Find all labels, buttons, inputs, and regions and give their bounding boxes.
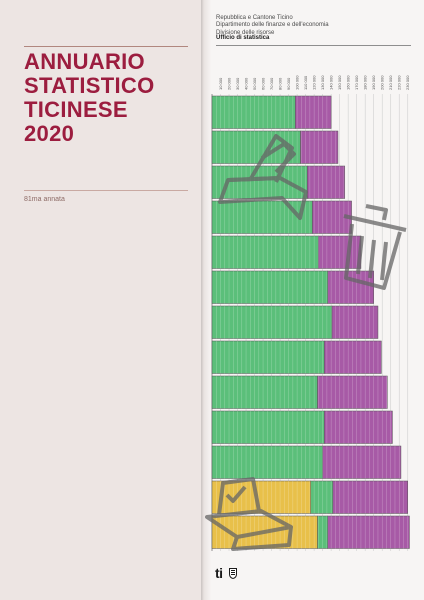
bar-segment-purple: [295, 95, 332, 129]
tick-label: 220 000: [397, 75, 402, 90]
bar-segment-purple: [327, 515, 410, 549]
office-name: Ufficio di statistica: [216, 35, 270, 41]
title-line: TICINESE: [24, 97, 128, 122]
ballot-box-icon: [218, 134, 308, 220]
tick-label: 150 000: [337, 75, 342, 90]
tick-label: 70 000: [269, 77, 274, 90]
canton-shield-icon: [229, 568, 237, 579]
publisher-header: Repubblica e Cantone Ticino Dipartimento…: [216, 15, 416, 37]
bar-segment-purple: [300, 130, 339, 164]
publisher-line: Divisione delle risorse: [216, 29, 275, 36]
tick-label: 170 000: [354, 75, 359, 90]
tick-label: 90 000: [286, 77, 291, 90]
tick-label: 100 000: [295, 75, 300, 90]
tick-label: 20 000: [227, 77, 232, 90]
bar-segment-purple: [307, 165, 346, 199]
tick-label: 110 000: [303, 75, 308, 90]
tick-label: 210 000: [388, 75, 393, 90]
trash-can-icon: [343, 204, 407, 290]
title-top-rule: [24, 46, 188, 47]
bar-segment-green: [211, 340, 325, 374]
title-line: ANNUARIO: [24, 49, 145, 74]
tick-label: 120 000: [312, 75, 317, 90]
tick-label: 140 000: [329, 75, 334, 90]
title-line: STATISTICO: [24, 73, 155, 98]
bar-segment-green: [211, 235, 319, 269]
header-rule: [216, 45, 411, 46]
ballot-box-icon: [205, 477, 293, 551]
tick-label: 230 000: [405, 75, 410, 90]
bar-segment-purple: [322, 445, 402, 479]
bar-segment-purple: [317, 375, 388, 409]
bar-segment-purple: [331, 305, 379, 339]
bar-segment-purple: [327, 270, 374, 304]
canton-logo: ti: [215, 565, 247, 581]
tick-label: 130 000: [320, 75, 325, 90]
tick-label: 30 000: [235, 77, 240, 90]
bar-segment-green: [211, 445, 323, 479]
edition-rule: [24, 190, 188, 191]
tick-label: 160 000: [346, 75, 351, 90]
chart-tick-labels: 10 000 20 000 30 000 40 000 50 000 60 000 70 0…: [218, 75, 410, 90]
tick-label: 40 000: [244, 77, 249, 90]
bar-segment-green: [211, 410, 325, 444]
tick-label: 190 000: [371, 75, 376, 90]
bar-segment-purple: [324, 410, 393, 444]
edition-label: 81ma annata: [24, 196, 65, 203]
tick-label: 10 000: [218, 77, 223, 90]
bar-segment-purple: [324, 340, 382, 374]
tick-label: 60 000: [261, 77, 266, 90]
logo-text: ti: [215, 565, 223, 581]
tick-label: 50 000: [252, 77, 257, 90]
bar-segment-green: [211, 95, 296, 129]
bar-segment-green: [211, 270, 328, 304]
cover-title: ANNUARIO STATISTICO TICINESE 2020: [24, 50, 199, 146]
bar-segment-purple: [318, 235, 362, 269]
bar-segment-purple: [332, 480, 408, 514]
book-spine: [201, 0, 211, 600]
tick-label: 180 000: [363, 75, 368, 90]
bar-segment-green: [211, 375, 318, 409]
tick-label: 80 000: [278, 77, 283, 90]
title-line: 2020: [24, 121, 75, 146]
cover-left-panel: ANNUARIO STATISTICO TICINESE 2020 81ma a…: [0, 0, 201, 600]
publisher-line: Dipartimento delle finanze e dell'econom…: [216, 22, 329, 29]
chart-overlay-icons: [205, 134, 407, 551]
tick-label: 200 000: [380, 75, 385, 90]
bar-segment-green: [211, 305, 333, 339]
publisher-line: Repubblica e Cantone Ticino: [216, 15, 293, 21]
